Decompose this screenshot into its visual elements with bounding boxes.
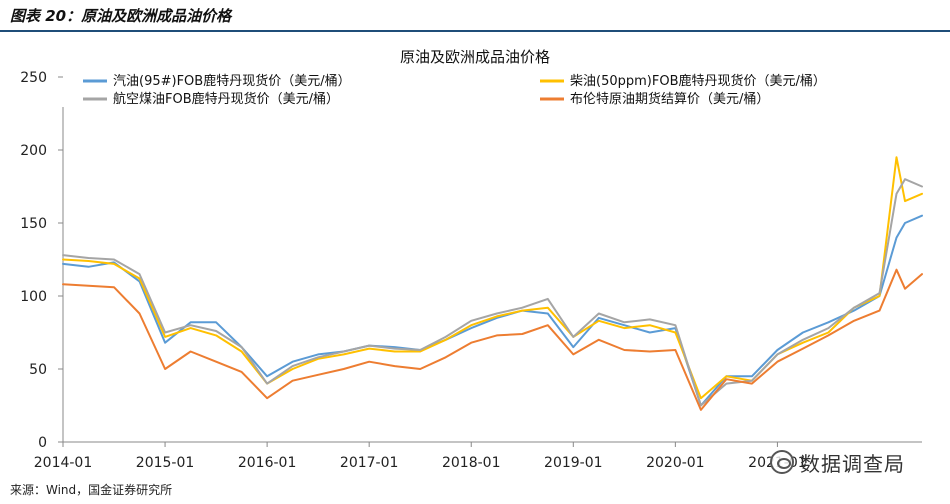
figure-header: 图表 20：原油及欧洲成品油价格	[0, 0, 950, 32]
legend-label: 布伦特原油期货结算价（美元/桶）	[570, 91, 769, 107]
chart-series	[62, 156, 923, 411]
chart-title: 原油及欧洲成品油价格	[400, 48, 550, 66]
figure-title: 图表 20：原油及欧洲成品油价格	[10, 7, 232, 25]
x-tick-label: 2016-01	[238, 455, 297, 471]
series-line	[62, 268, 923, 411]
y-tick-label: 0	[38, 435, 47, 451]
x-tick-label: 2020-01	[646, 455, 705, 471]
series-line	[62, 156, 923, 400]
legend-label: 航空煤油FOB鹿特丹现货价（美元/桶）	[113, 91, 339, 107]
line-chart: 原油及欧洲成品油价格 汽油(95#)FOB鹿特丹现货价（美元/桶） 柴油(50pp…	[20, 48, 923, 471]
chart-legend: 汽油(95#)FOB鹿特丹现货价（美元/桶） 柴油(50ppm)FOB鹿特丹现货价…	[83, 73, 826, 107]
chart-title-layer: 原油及欧洲成品油价格	[400, 48, 550, 66]
chart-axes: 0 50 100 150 200 250 2014-01 2015-01 2016-01 2017…	[20, 70, 922, 471]
y-tick-label: 250	[20, 70, 47, 86]
wechat-logo-icon	[770, 450, 794, 474]
x-tick-label: 2018-01	[442, 455, 501, 471]
legend-label: 汽油(95#)FOB鹿特丹现货价（美元/桶）	[113, 73, 351, 89]
x-tick-label: 2019-01	[544, 455, 603, 471]
x-tick-label: 2014-01	[34, 455, 93, 471]
figure-source: 来源：Wind，国金证券研究所	[10, 483, 173, 497]
y-tick-label: 200	[20, 143, 47, 159]
y-tick-label: 50	[29, 362, 47, 378]
watermark-text: 数据调查局	[800, 451, 905, 476]
chart-panel: 原油及欧洲成品油价格 汽油(95#)FOB鹿特丹现货价（美元/桶） 柴油(50pp…	[0, 32, 950, 474]
x-tick-label: 2015-01	[136, 455, 195, 471]
series-line	[62, 214, 923, 407]
watermark: 数据调查局	[770, 449, 950, 476]
x-tick-label: 2017-01	[340, 455, 399, 471]
series-line	[62, 178, 923, 407]
legend-label: 柴油(50ppm)FOB鹿特丹现货价（美元/桶）	[570, 73, 826, 89]
y-tick-label: 150	[20, 216, 47, 232]
y-tick-label: 100	[20, 289, 47, 305]
